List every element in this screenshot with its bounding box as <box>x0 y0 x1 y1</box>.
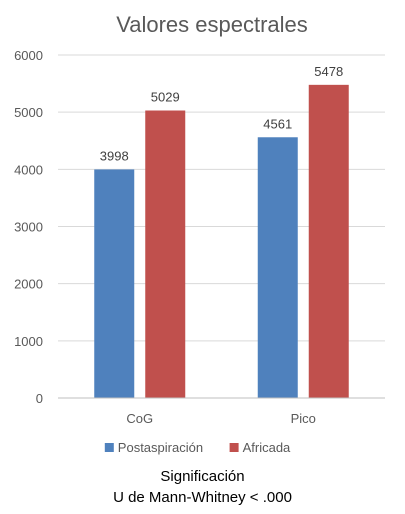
legend-label: Africada <box>243 440 291 455</box>
y-tick-label: 3000 <box>14 220 43 235</box>
y-tick-label: 6000 <box>14 48 43 63</box>
data-label: 5478 <box>314 64 343 79</box>
bar-chart: Valores espectrales 0 1000 2000 3000 4000 500… <box>14 12 385 455</box>
bar <box>94 169 135 398</box>
legend-swatch <box>104 443 114 452</box>
data-label: 3998 <box>100 148 129 163</box>
y-tick-label: 2000 <box>14 277 43 292</box>
bar <box>145 110 186 398</box>
legend-swatch <box>229 443 239 452</box>
y-axis: 0 1000 2000 3000 4000 5000 6000 <box>14 48 43 406</box>
x-axis: CoG Pico <box>58 397 385 426</box>
data-label: 4561 <box>263 116 292 131</box>
bar <box>308 84 349 398</box>
legend-label: Postaspiración <box>118 440 203 455</box>
caption-test: U de Mann-Whitney < .000 <box>113 489 292 506</box>
y-tick-label: 1000 <box>14 334 43 349</box>
legend: Postaspiración Africada <box>104 440 291 455</box>
data-labels: 3998 5029 4561 5478 <box>100 64 343 164</box>
x-tick-label: Pico <box>291 411 316 426</box>
y-tick-label: 4000 <box>14 162 43 177</box>
y-tick-label: 0 <box>36 391 43 406</box>
bar <box>257 137 298 399</box>
data-label: 5029 <box>151 90 180 105</box>
caption-significance: Significación <box>160 468 245 485</box>
y-tick-label: 5000 <box>14 105 43 120</box>
chart-title: Valores espectrales <box>116 12 308 37</box>
x-tick-label: CoG <box>126 411 153 426</box>
bars <box>94 84 349 399</box>
